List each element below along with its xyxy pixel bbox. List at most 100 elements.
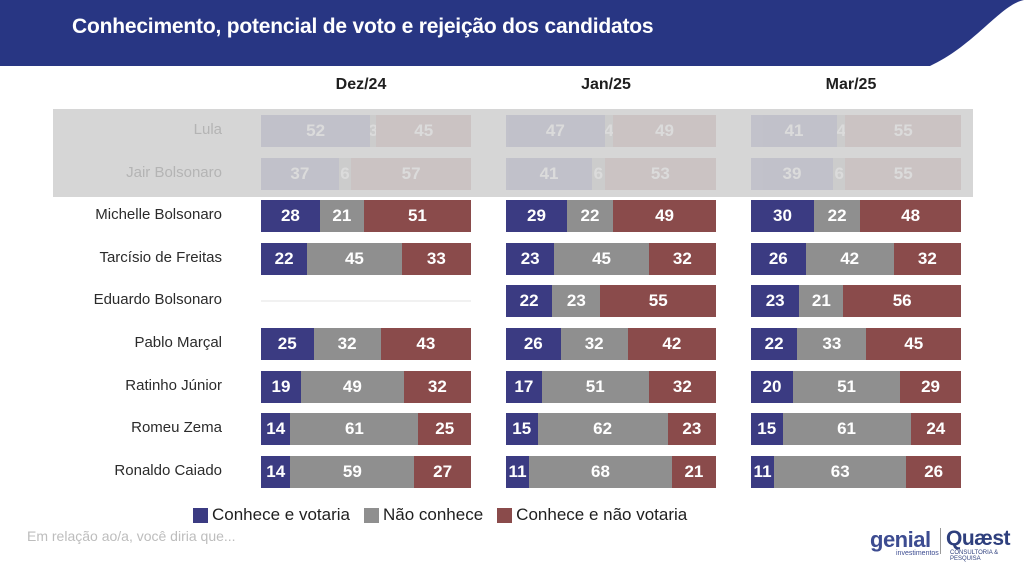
bar-ronaldo-caiado-jan-25: 11 68 21 bbox=[506, 455, 716, 488]
bar-segment-conhece-e-nao-votaria: 51 bbox=[363, 200, 471, 233]
bar-segment-conhece-e-votaria: 14 bbox=[261, 413, 291, 446]
bar-segment-nao-conhece: 51 bbox=[793, 370, 901, 403]
bar-michelle-bolsonaro-jan-25: 29 22 49 bbox=[506, 200, 716, 233]
bar-ronaldo-caiado-mar-25: 11 63 26 bbox=[751, 455, 961, 488]
candidate-label-eduardo-bolsonaro: Eduardo Bolsonaro bbox=[93, 291, 222, 309]
bar-segment-nao-conhece: 63 bbox=[774, 455, 907, 488]
bar-segment-nao-conhece: 22 bbox=[566, 200, 614, 233]
bar-segment-conhece-e-nao-votaria: 23 bbox=[667, 413, 716, 446]
bar-segment-conhece-e-nao-votaria: 49 bbox=[613, 115, 716, 147]
bar-jair-bolsonaro-dez-24: 37 6 57 bbox=[261, 157, 471, 190]
bar-lula-dez-24: 52 3 45 bbox=[261, 115, 471, 147]
bar-jair-bolsonaro-mar-25: 39 6 55 bbox=[751, 157, 961, 190]
bar-segment-nao-conhece: 3 bbox=[370, 115, 377, 147]
bar-segment-conhece-e-nao-votaria: 32 bbox=[648, 242, 716, 275]
bar-segment-nao-conhece: 42 bbox=[805, 242, 894, 275]
bar-segment-nao-conhece: 68 bbox=[529, 455, 672, 488]
bar-segment-conhece-e-votaria: 23 bbox=[751, 285, 800, 318]
candidate-label-pablo-marcal: Pablo Marçal bbox=[134, 334, 222, 351]
legend-item-nao-conhece: Não conhece bbox=[363, 505, 483, 525]
bar-segment-conhece-e-votaria: 22 bbox=[261, 242, 308, 275]
bar-michelle-bolsonaro-mar-25: 30 22 48 bbox=[751, 200, 961, 233]
bar-jair-bolsonaro-jan-25: 41 6 53 bbox=[506, 157, 716, 190]
footnote: Em relação ao/a, você diria que... bbox=[27, 528, 236, 544]
bar-lula-mar-25: 41 4 55 bbox=[751, 115, 961, 147]
bar-segment-conhece-e-nao-votaria: 24 bbox=[910, 413, 961, 446]
bar-segment-nao-conhece: 21 bbox=[799, 285, 844, 318]
bar-segment-nao-conhece: 4 bbox=[604, 115, 614, 147]
bar-segment-conhece-e-votaria: 25 bbox=[261, 328, 314, 360]
genial-logo-subtitle: investimentos bbox=[896, 550, 939, 557]
bar-segment-nao-conhece: 4 bbox=[837, 115, 846, 147]
bar-segment-conhece-e-nao-votaria: 33 bbox=[401, 242, 471, 275]
bar-segment-nao-conhece: 33 bbox=[797, 328, 867, 360]
bar-segment-conhece-e-votaria: 37 bbox=[261, 157, 339, 190]
chart-legend: Conhece e votaria Não conhece Conhece e nã… bbox=[193, 505, 701, 525]
bar-segment-conhece-e-nao-votaria: 27 bbox=[414, 455, 471, 488]
bar-tarcisio-de-freitas-dez-24: 22 45 33 bbox=[261, 242, 471, 275]
bar-segment-conhece-e-nao-votaria: 55 bbox=[845, 157, 961, 190]
bar-segment-conhece-e-votaria: 22 bbox=[506, 285, 553, 318]
bar-segment-conhece-e-nao-votaria: 43 bbox=[380, 328, 471, 360]
bar-segment-conhece-e-votaria: 30 bbox=[751, 200, 814, 233]
bar-segment-conhece-e-votaria: 11 bbox=[751, 455, 775, 488]
bar-segment-nao-conhece: 45 bbox=[307, 242, 402, 275]
bar-segment-conhece-e-votaria: 11 bbox=[506, 455, 530, 488]
header-background bbox=[0, 0, 1024, 66]
bar-segment-nao-conhece: 21 bbox=[319, 200, 364, 233]
bar-segment-conhece-e-votaria: 14 bbox=[261, 455, 291, 488]
period-header-jan-25: Jan/25 bbox=[581, 76, 631, 93]
highlight-band bbox=[53, 109, 973, 197]
logo-divider bbox=[940, 528, 941, 554]
bar-segment-conhece-e-nao-votaria: 53 bbox=[604, 157, 716, 190]
candidate-label-michelle-bolsonaro: Michelle Bolsonaro bbox=[95, 206, 222, 224]
bar-segment-conhece-e-nao-votaria: 55 bbox=[600, 285, 716, 318]
bar-segment-conhece-e-votaria: 39 bbox=[751, 157, 833, 190]
bar-segment-conhece-e-nao-votaria: 25 bbox=[418, 413, 471, 446]
candidate-label-tarcisio-de-freitas: Tarcísio de Freitas bbox=[99, 248, 222, 266]
candidate-label-romeu-zema: Romeu Zema bbox=[131, 419, 222, 437]
bar-segment-conhece-e-votaria: 15 bbox=[751, 413, 783, 446]
bar-pablo-marcal-mar-25: 22 33 45 bbox=[751, 328, 961, 360]
bar-segment-conhece-e-votaria: 47 bbox=[506, 115, 605, 147]
legend-swatch bbox=[497, 507, 513, 523]
bar-segment-conhece-e-nao-votaria: 45 bbox=[866, 328, 961, 360]
candidate-label-lula: Lula bbox=[193, 121, 222, 138]
bar-segment-conhece-e-nao-votaria: 21 bbox=[671, 455, 716, 488]
bar-segment-conhece-e-votaria: 22 bbox=[751, 328, 798, 360]
bar-tarcisio-de-freitas-jan-25: 23 45 32 bbox=[506, 242, 716, 275]
bar-segment-conhece-e-nao-votaria: 48 bbox=[860, 200, 961, 233]
bar-segment-nao-conhece: 6 bbox=[338, 157, 352, 190]
bar-segment-conhece-e-votaria: 15 bbox=[506, 413, 538, 446]
candidate-label-ronaldo-caiado: Ronaldo Caiado bbox=[114, 461, 222, 479]
legend-label: Conhece e não votaria bbox=[516, 505, 688, 524]
candidate-label-ratinho-junior: Ratinho Júnior bbox=[125, 376, 222, 394]
bar-segment-conhece-e-votaria: 41 bbox=[506, 157, 593, 190]
bar-segment-conhece-e-nao-votaria: 32 bbox=[403, 370, 471, 403]
bar-segment-conhece-e-votaria: 28 bbox=[261, 200, 320, 233]
bar-segment-conhece-e-votaria: 20 bbox=[751, 370, 793, 403]
bar-segment-conhece-e-nao-votaria: 56 bbox=[843, 285, 961, 318]
legend-item-conhece-e-nao-votaria: Conhece e não votaria bbox=[497, 505, 687, 525]
period-header-mar-25: Mar/25 bbox=[825, 76, 877, 93]
bar-segment-nao-conhece: 23 bbox=[552, 285, 601, 318]
candidate-label-jair-bolsonaro: Jair Bolsonaro bbox=[126, 163, 222, 181]
bar-segment-conhece-e-nao-votaria: 45 bbox=[376, 115, 471, 147]
bar-segment-conhece-e-votaria: 29 bbox=[506, 200, 567, 233]
bar-eduardo-bolsonaro-jan-25: 22 23 55 bbox=[506, 285, 716, 318]
empty-row-eduardo-bolsonaro-dez-24 bbox=[261, 300, 471, 303]
bar-segment-nao-conhece: 61 bbox=[290, 413, 419, 446]
bar-romeu-zema-dez-24: 14 61 25 bbox=[261, 413, 471, 446]
bar-segment-conhece-e-nao-votaria: 42 bbox=[627, 328, 716, 360]
bar-segment-nao-conhece: 22 bbox=[814, 200, 861, 233]
bar-segment-conhece-e-nao-votaria: 49 bbox=[613, 200, 716, 233]
bar-segment-conhece-e-nao-votaria: 26 bbox=[906, 455, 961, 488]
bar-michelle-bolsonaro-dez-24: 28 21 51 bbox=[261, 200, 471, 233]
bar-romeu-zema-jan-25: 15 62 23 bbox=[506, 413, 716, 446]
bar-eduardo-bolsonaro-mar-25: 23 21 56 bbox=[751, 285, 961, 318]
bar-segment-nao-conhece: 51 bbox=[541, 370, 649, 403]
bar-segment-conhece-e-votaria: 41 bbox=[751, 115, 838, 147]
bar-segment-nao-conhece: 49 bbox=[300, 370, 404, 403]
bar-segment-conhece-e-nao-votaria: 29 bbox=[900, 370, 961, 403]
